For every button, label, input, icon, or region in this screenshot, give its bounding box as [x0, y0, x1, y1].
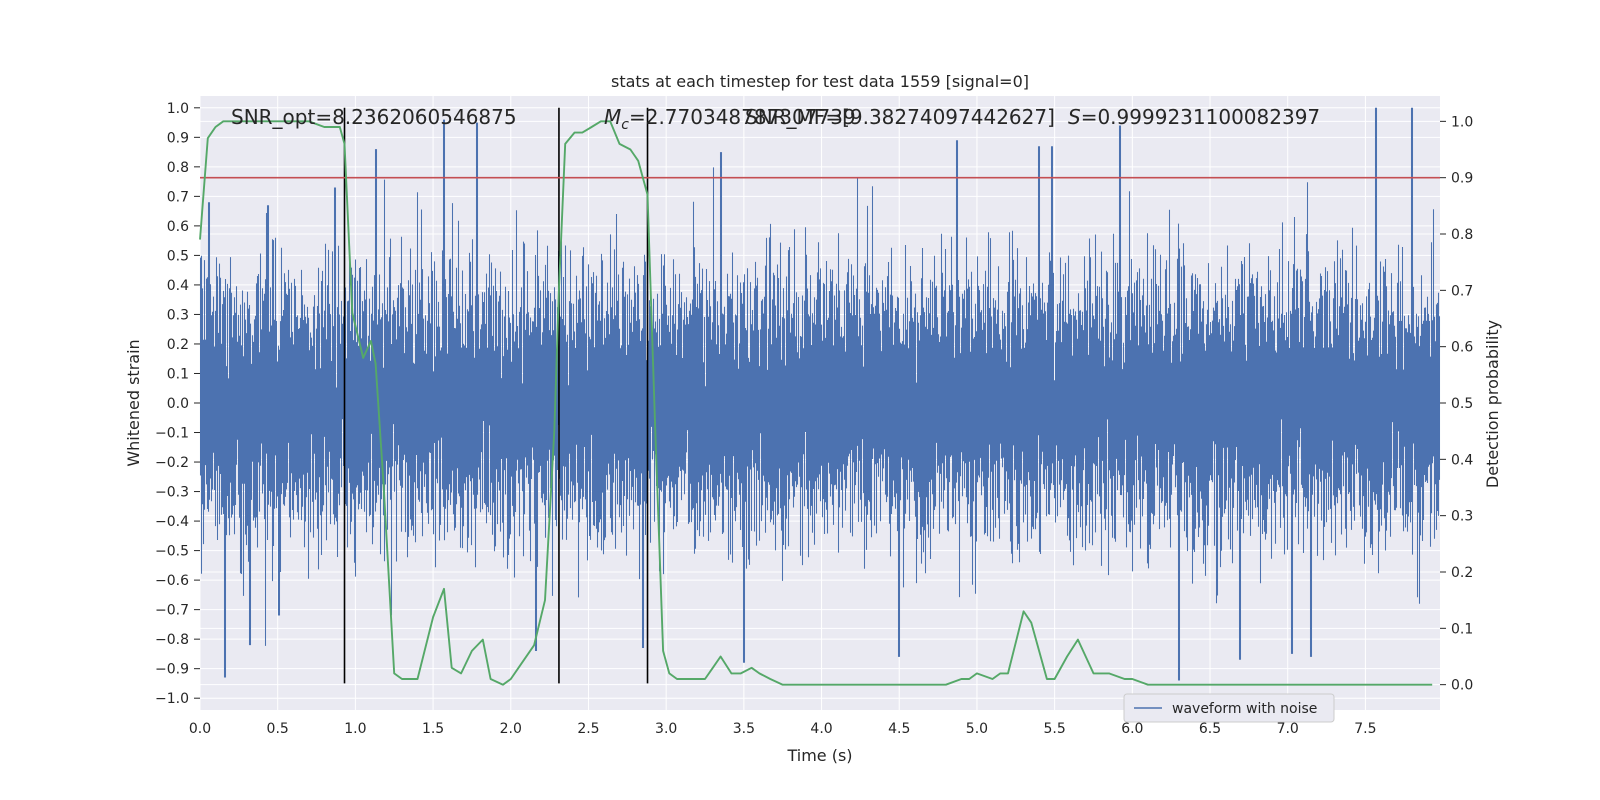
- x-tick-label: 3.0: [655, 721, 677, 737]
- y-tick-label: −1.0: [155, 691, 189, 707]
- snr-annotation: SNR_opt=8.2362060546875: [231, 105, 517, 129]
- y2-tick-label: 0.8: [1451, 227, 1473, 243]
- x-tick-label: 6.0: [1121, 721, 1143, 737]
- x-tick-label: 7.5: [1354, 721, 1376, 737]
- chirp-mass-annotation: Mc=2.770348787307739: [604, 105, 856, 133]
- x-tick-label: 2.0: [500, 721, 522, 737]
- y-tick-label: −0.5: [155, 544, 189, 560]
- s-symbol: S: [1068, 105, 1081, 129]
- x-tick-label: 4.5: [888, 721, 910, 737]
- y2-tick-label: 0.5: [1451, 396, 1473, 412]
- y-tick-label: 1.0: [167, 101, 189, 117]
- chirp-mass-value: =2.770348787307739: [629, 105, 856, 129]
- chirp-mass-symbol: M: [604, 105, 621, 129]
- y2-tick-label: 0.1: [1451, 621, 1473, 637]
- y2-tick-label: 0.9: [1451, 171, 1473, 187]
- strain-series: [199, 107, 1441, 681]
- x-tick-label: 5.0: [966, 721, 988, 737]
- y-tick-label: 0.8: [167, 160, 189, 176]
- s-annotation: S=0.9999231100082397: [1068, 105, 1320, 129]
- y2-tick-label: 1.0: [1451, 114, 1473, 130]
- y-tick-label: −0.1: [155, 426, 189, 442]
- x-tick-label: 1.5: [422, 721, 444, 737]
- x-tick-label: 5.5: [1044, 721, 1066, 737]
- y2-tick-label: 0.3: [1451, 509, 1473, 525]
- y2-tick-label: 0.6: [1451, 340, 1473, 356]
- y-tick-label: −0.3: [155, 485, 189, 501]
- x-tick-label: 7.0: [1277, 721, 1299, 737]
- y-tick-label: 0.1: [167, 366, 189, 382]
- legend: waveform with noise: [1123, 693, 1335, 723]
- y-tick-label: 0.7: [167, 189, 189, 205]
- y-tick-label: −0.8: [155, 632, 189, 648]
- x-tick-label: 0.5: [267, 721, 289, 737]
- legend-label: waveform with noise: [1172, 701, 1317, 717]
- y-tick-label: −0.4: [155, 514, 189, 530]
- y-tick-label: 0.4: [167, 278, 189, 294]
- y-tick-label: 0.3: [167, 307, 189, 323]
- y-axis-label: Whitened strain: [124, 339, 143, 466]
- y2-tick-label: 0.4: [1451, 452, 1473, 468]
- x-tick-label: 2.5: [577, 721, 599, 737]
- x-tick-label: 6.5: [1199, 721, 1221, 737]
- y-tick-label: 0.5: [167, 248, 189, 264]
- y-tick-label: −0.9: [155, 662, 189, 678]
- x-tick-label: 1.0: [344, 721, 366, 737]
- y2-axis-label: Detection probability: [1483, 320, 1502, 488]
- y-tick-label: 0.2: [167, 337, 189, 353]
- legend-box: [1123, 693, 1335, 723]
- probability-series: [199, 120, 1433, 686]
- y2-tick-label: 0.0: [1451, 678, 1473, 694]
- x-tick-label: 3.5: [733, 721, 755, 737]
- s-value: =0.9999231100082397: [1081, 105, 1320, 129]
- y-tick-label: −0.7: [155, 603, 189, 619]
- y-tick-label: 0.0: [167, 396, 189, 412]
- y-tick-label: 0.6: [167, 219, 189, 235]
- chirp-mass-subscript: c: [621, 117, 629, 133]
- chart-title: stats at each timestep for test data 155…: [611, 72, 1029, 91]
- y-tick-label: 0.9: [167, 130, 189, 146]
- y-tick-label: −0.2: [155, 455, 189, 471]
- x-tick-label: 4.0: [810, 721, 832, 737]
- y2-tick-label: 0.2: [1451, 565, 1473, 581]
- y-tick-label: −0.6: [155, 573, 189, 589]
- probability-curve: [199, 120, 1433, 686]
- mt-annotation: SNR_MF=[9.38274097442627]: [745, 105, 1055, 129]
- x-tick-labels: 0.0 0.5 1.0 1.5 2.0 2.5 3.0 3.5 4.0 4.5 5.0 5.5 6.0 6…: [189, 721, 1377, 737]
- y2-tick-label: 0.7: [1451, 283, 1473, 299]
- strain-trace: [199, 107, 1441, 681]
- y-tick-labels: 1.0 0.9 0.8 0.7 0.6 0.5 0.4 0.3 0.2 0.1 0.0 −0.1 −0.…: [155, 101, 200, 707]
- x-tick-label: 0.0: [189, 721, 211, 737]
- y2-tick-labels: 1.0 0.9 0.8 0.7 0.6 0.5 0.4 0.3 0.2 0.1 0.0: [1440, 114, 1473, 694]
- x-axis-label: Time (s): [786, 746, 852, 765]
